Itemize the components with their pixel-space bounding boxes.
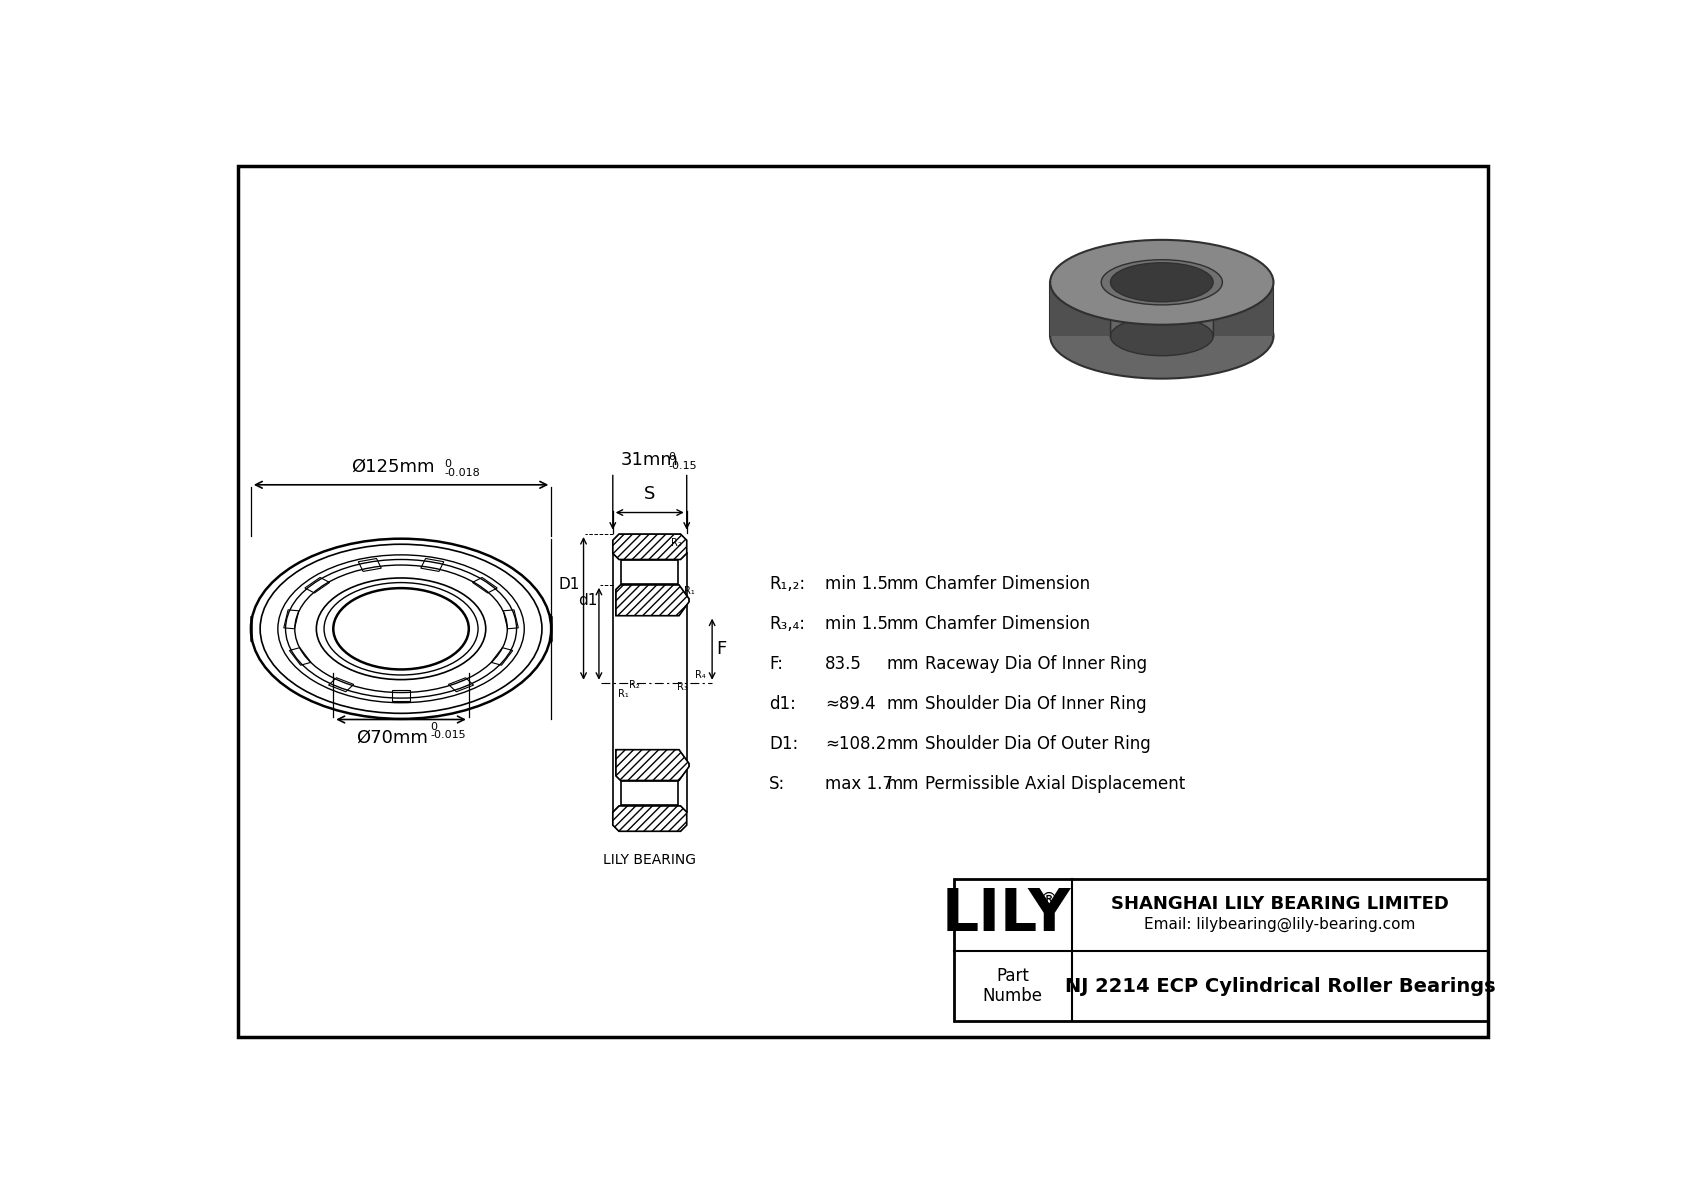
Text: 0: 0	[669, 451, 675, 462]
Text: Shoulder Dia Of Inner Ring: Shoulder Dia Of Inner Ring	[925, 696, 1147, 713]
Polygon shape	[1051, 282, 1110, 336]
Text: R₂: R₂	[630, 680, 640, 690]
Text: Chamfer Dimension: Chamfer Dimension	[925, 575, 1090, 593]
Text: mm: mm	[887, 655, 919, 673]
Text: Shoulder Dia Of Outer Ring: Shoulder Dia Of Outer Ring	[925, 735, 1150, 753]
Text: S: S	[643, 485, 655, 504]
Text: R₁: R₁	[618, 690, 628, 699]
Text: R₃: R₃	[677, 681, 689, 692]
Ellipse shape	[1051, 239, 1273, 325]
Polygon shape	[616, 585, 689, 616]
Ellipse shape	[1110, 317, 1212, 356]
Text: LILY BEARING: LILY BEARING	[603, 853, 695, 867]
Ellipse shape	[1051, 294, 1273, 379]
Text: d1:: d1:	[770, 696, 797, 713]
Text: NJ 2214 ECP Cylindrical Roller Bearings: NJ 2214 ECP Cylindrical Roller Bearings	[1064, 977, 1495, 996]
Text: D1: D1	[559, 578, 579, 592]
Text: Ø125mm: Ø125mm	[352, 457, 434, 475]
Polygon shape	[613, 806, 687, 831]
Text: mm: mm	[887, 616, 919, 634]
Text: -0.018: -0.018	[445, 468, 480, 478]
Text: max 1.7: max 1.7	[825, 775, 893, 793]
Text: ≈89.4: ≈89.4	[825, 696, 876, 713]
Text: F:: F:	[770, 655, 783, 673]
Polygon shape	[613, 534, 687, 560]
Text: Permissible Axial Displacement: Permissible Axial Displacement	[925, 775, 1186, 793]
Text: R₃,₄:: R₃,₄:	[770, 616, 805, 634]
Text: S:: S:	[770, 775, 785, 793]
Text: 0: 0	[445, 459, 451, 468]
Text: d1: d1	[578, 593, 598, 607]
Ellipse shape	[1101, 260, 1223, 305]
Text: R₁: R₁	[684, 586, 695, 596]
Text: R₄: R₄	[695, 671, 706, 680]
Text: mm: mm	[887, 775, 919, 793]
Text: SHANGHAI LILY BEARING LIMITED: SHANGHAI LILY BEARING LIMITED	[1111, 896, 1448, 913]
Text: ≈108.2: ≈108.2	[825, 735, 887, 753]
Text: ®: ®	[1039, 891, 1058, 909]
Text: R₁,₂:: R₁,₂:	[770, 575, 805, 593]
Text: min 1.5: min 1.5	[825, 575, 889, 593]
Text: 83.5: 83.5	[825, 655, 862, 673]
Text: D1:: D1:	[770, 735, 798, 753]
Text: -0.15: -0.15	[669, 461, 697, 470]
Text: Part
Numbe: Part Numbe	[983, 967, 1042, 1005]
Text: mm: mm	[887, 696, 919, 713]
Text: Email: lilybearing@lily-bearing.com: Email: lilybearing@lily-bearing.com	[1145, 917, 1416, 931]
Text: -0.015: -0.015	[431, 730, 466, 741]
Ellipse shape	[1110, 263, 1212, 301]
Text: mm: mm	[887, 735, 919, 753]
Text: min 1.5: min 1.5	[825, 616, 889, 634]
Text: mm: mm	[887, 575, 919, 593]
Polygon shape	[616, 749, 689, 780]
Text: Chamfer Dimension: Chamfer Dimension	[925, 616, 1090, 634]
Text: 0: 0	[431, 722, 438, 731]
Polygon shape	[1212, 282, 1273, 336]
Text: 31mm: 31mm	[621, 450, 679, 468]
Text: Ø70mm: Ø70mm	[355, 729, 428, 747]
Text: Raceway Dia Of Inner Ring: Raceway Dia Of Inner Ring	[925, 655, 1147, 673]
Text: LILY: LILY	[941, 886, 1071, 943]
Text: F: F	[716, 641, 726, 659]
Text: R₂: R₂	[670, 537, 682, 548]
